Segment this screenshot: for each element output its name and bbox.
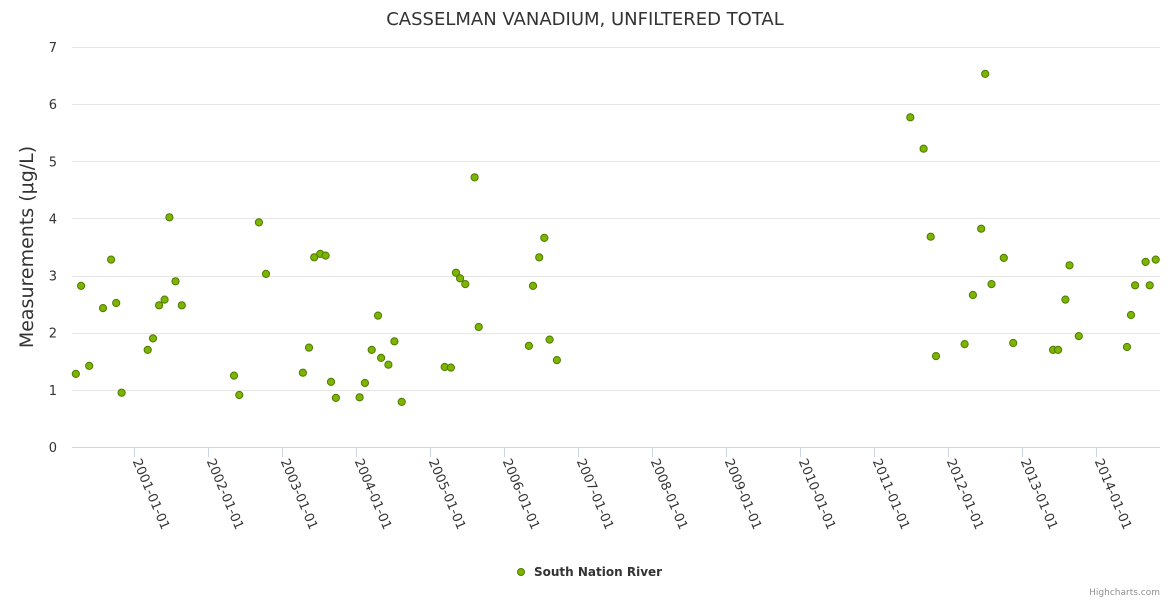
x-tick-label: 2009-01-01 bbox=[721, 457, 764, 532]
x-tick-label: 2003-01-01 bbox=[277, 457, 320, 532]
data-point[interactable] bbox=[981, 69, 990, 79]
data-point[interactable] bbox=[1131, 281, 1140, 290]
x-tick-label: 2011-01-01 bbox=[869, 457, 912, 532]
data-point[interactable] bbox=[552, 356, 562, 365]
data-point[interactable] bbox=[85, 361, 94, 370]
data-point[interactable] bbox=[926, 232, 935, 241]
data-point[interactable] bbox=[326, 377, 336, 386]
data-point[interactable] bbox=[960, 340, 969, 349]
x-tick-label: 2005-01-01 bbox=[425, 457, 468, 532]
data-point[interactable] bbox=[373, 311, 383, 320]
data-point[interactable] bbox=[171, 277, 180, 286]
data-point[interactable] bbox=[931, 352, 941, 361]
data-point[interactable] bbox=[1126, 310, 1136, 320]
legend-marker bbox=[517, 568, 525, 576]
data-point[interactable] bbox=[524, 341, 534, 350]
data-point[interactable] bbox=[177, 301, 186, 310]
data-point[interactable] bbox=[384, 360, 393, 369]
data-point[interactable] bbox=[155, 301, 164, 310]
data-point[interactable] bbox=[540, 233, 549, 242]
y-tick-label: 3 bbox=[49, 270, 57, 285]
data-point[interactable] bbox=[98, 304, 108, 313]
data-point[interactable] bbox=[545, 335, 554, 344]
x-tick-label: 2010-01-01 bbox=[795, 457, 838, 532]
y-axis-ticks: 0 1 2 3 4 5 6 7 bbox=[49, 41, 57, 456]
data-point[interactable] bbox=[261, 269, 271, 278]
x-tick-label: 2001-01-01 bbox=[129, 457, 172, 532]
legend-item-south-nation-river[interactable]: South Nation River bbox=[534, 565, 662, 579]
data-point[interactable] bbox=[367, 345, 376, 354]
data-point[interactable] bbox=[446, 363, 455, 372]
data-point[interactable] bbox=[331, 393, 340, 402]
data-point[interactable] bbox=[298, 368, 307, 377]
data-point[interactable] bbox=[143, 345, 152, 354]
data-point[interactable] bbox=[377, 353, 386, 362]
x-tick-label: 2007-01-01 bbox=[573, 457, 616, 532]
data-point[interactable] bbox=[461, 280, 470, 289]
y-tick-label: 6 bbox=[49, 98, 57, 113]
x-tick-label: 2013-01-01 bbox=[1017, 457, 1060, 532]
credits-link[interactable]: Highcharts.com bbox=[1089, 588, 1160, 598]
data-point[interactable] bbox=[535, 253, 544, 262]
data-point[interactable] bbox=[1145, 281, 1154, 290]
data-point[interactable] bbox=[977, 224, 986, 233]
x-axis-ticks: 2001-01-01 2002-01-01 2003-01-01 2004-01-01… bbox=[129, 447, 1134, 532]
data-point[interactable] bbox=[160, 295, 169, 304]
data-point[interactable] bbox=[117, 388, 126, 397]
x-tick-label: 2002-01-01 bbox=[203, 457, 246, 532]
data-point[interactable] bbox=[528, 281, 538, 290]
y-tick-label: 0 bbox=[49, 441, 57, 456]
x-tick-label: 2012-01-01 bbox=[943, 457, 986, 532]
data-point[interactable] bbox=[1009, 338, 1018, 348]
data-point[interactable] bbox=[310, 253, 319, 262]
data-point[interactable] bbox=[77, 281, 86, 290]
data-point[interactable] bbox=[474, 322, 483, 332]
grid-lines bbox=[72, 47, 1160, 391]
data-point[interactable] bbox=[235, 390, 244, 400]
data-point[interactable] bbox=[1151, 255, 1160, 264]
y-tick-label: 7 bbox=[49, 41, 57, 56]
data-point[interactable] bbox=[107, 255, 116, 264]
data-point[interactable] bbox=[968, 290, 978, 300]
data-point[interactable] bbox=[999, 253, 1008, 262]
y-tick-label: 1 bbox=[49, 384, 57, 399]
data-point[interactable] bbox=[355, 393, 364, 402]
data-point[interactable] bbox=[71, 369, 80, 378]
x-tick-label: 2006-01-01 bbox=[499, 457, 542, 532]
data-point[interactable] bbox=[451, 268, 461, 277]
data-point[interactable] bbox=[906, 113, 915, 122]
data-point[interactable] bbox=[987, 280, 996, 289]
data-point[interactable] bbox=[1054, 345, 1063, 354]
x-tick-label: 2004-01-01 bbox=[351, 457, 394, 532]
legend[interactable]: South Nation River bbox=[517, 565, 663, 579]
data-point[interactable] bbox=[1141, 257, 1150, 266]
y-tick-label: 5 bbox=[49, 155, 57, 170]
data-point[interactable] bbox=[390, 337, 399, 346]
data-point[interactable] bbox=[1061, 295, 1070, 304]
x-tick-label: 2008-01-01 bbox=[647, 457, 690, 532]
data-point[interactable] bbox=[919, 144, 928, 153]
data-point[interactable] bbox=[229, 371, 239, 380]
y-tick-label: 4 bbox=[49, 212, 57, 227]
y-axis-label: Measurements (μg/L) bbox=[16, 146, 38, 348]
data-point[interactable] bbox=[1122, 342, 1132, 352]
data-point[interactable] bbox=[397, 397, 406, 406]
data-point[interactable] bbox=[1074, 332, 1083, 341]
data-point[interactable] bbox=[148, 334, 158, 343]
data-point[interactable] bbox=[112, 298, 121, 308]
series-south-nation-river bbox=[71, 69, 1160, 406]
y-tick-label: 2 bbox=[49, 327, 57, 342]
data-point[interactable] bbox=[321, 251, 330, 260]
data-point[interactable] bbox=[360, 378, 369, 388]
x-tick-label: 2014-01-01 bbox=[1091, 457, 1134, 532]
chart-title: CASSELMAN VANADIUM, UNFILTERED TOTAL bbox=[386, 9, 784, 30]
data-point[interactable] bbox=[456, 274, 465, 283]
data-point[interactable] bbox=[254, 218, 263, 227]
data-point[interactable] bbox=[470, 173, 479, 182]
data-point[interactable] bbox=[165, 213, 174, 222]
data-point[interactable] bbox=[304, 343, 314, 352]
data-point[interactable] bbox=[1065, 261, 1074, 270]
